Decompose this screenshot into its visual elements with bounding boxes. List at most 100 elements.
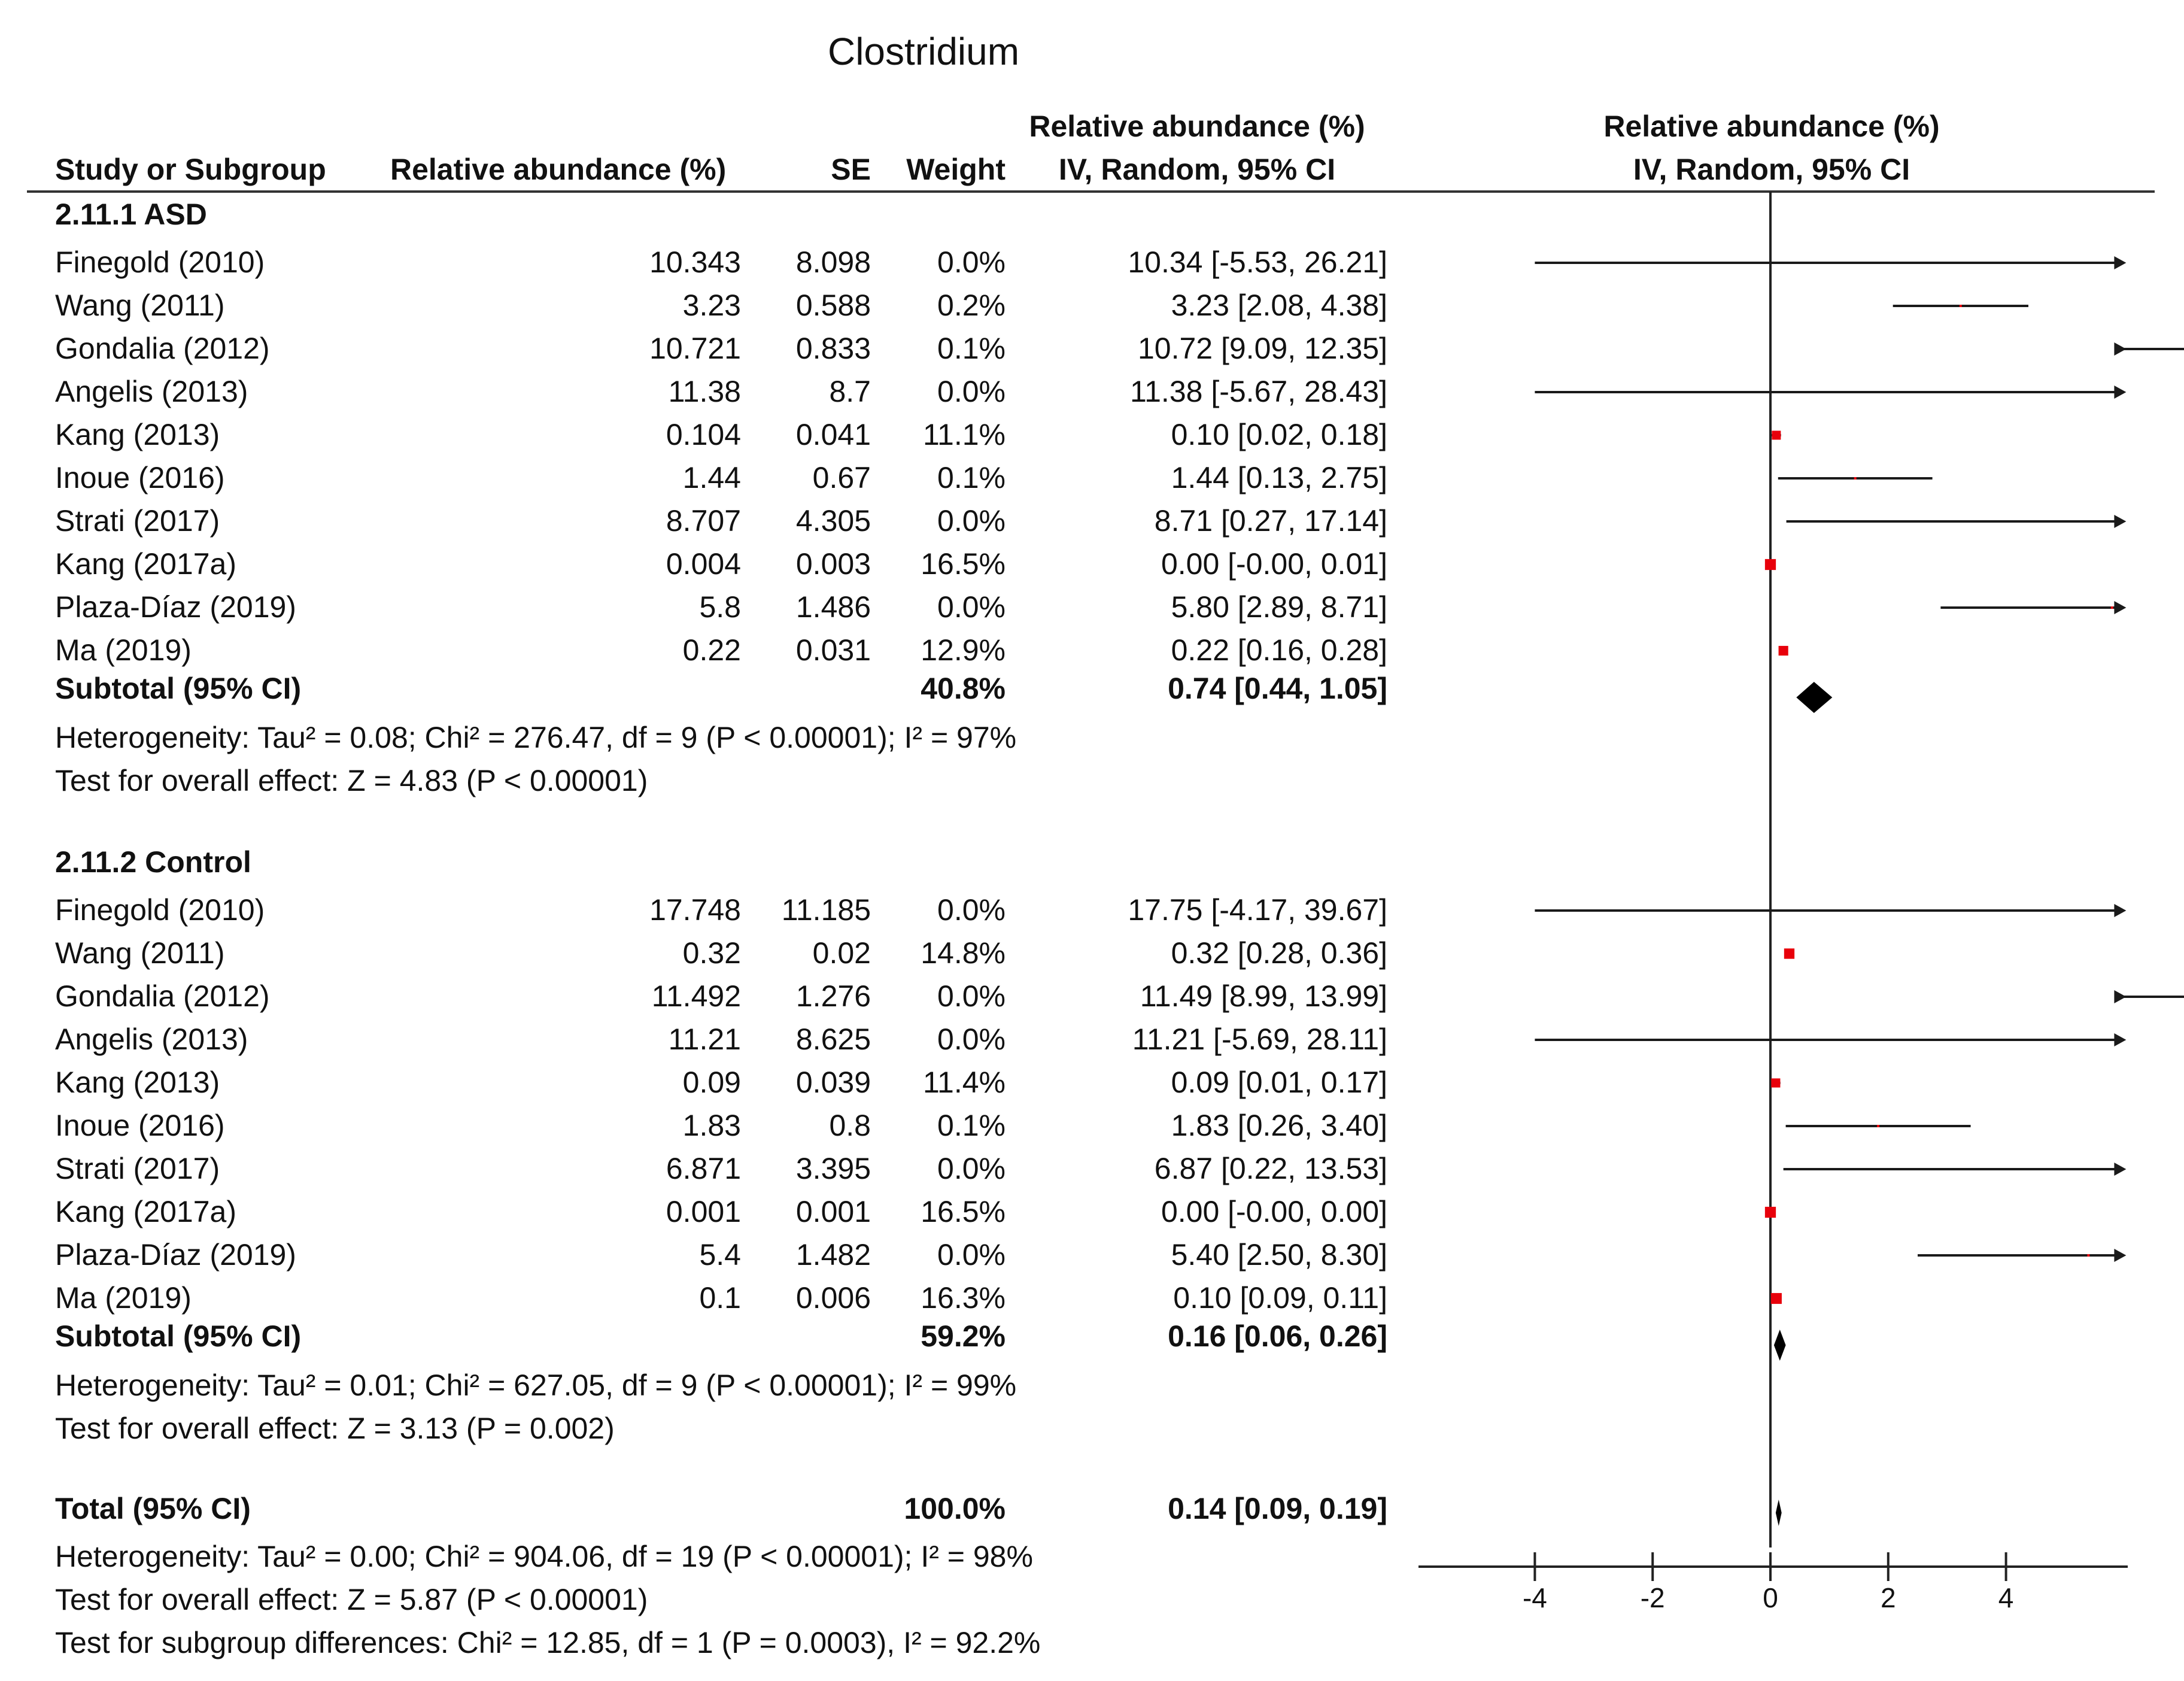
study-se: 11.185 <box>782 893 871 927</box>
study-se: 3.395 <box>796 1152 871 1185</box>
study-ci: 11.21 [-5.69, 28.11] <box>1132 1022 1387 1056</box>
study-weight: 0.1% <box>937 461 1006 494</box>
study-weight: 0.1% <box>937 332 1006 365</box>
study-mean: 11.38 <box>669 375 741 408</box>
study-mean: 17.748 <box>649 893 741 927</box>
header-weight: Weight <box>906 153 1006 186</box>
study-weight: 0.1% <box>937 1109 1006 1142</box>
effect-square <box>2110 606 2113 609</box>
study-se: 0.833 <box>796 332 871 365</box>
effect-square <box>2087 1254 2090 1257</box>
study-mean: 3.23 <box>683 289 741 322</box>
study-mean: 8.707 <box>666 504 741 538</box>
study-weight: 0.0% <box>937 1152 1006 1185</box>
study-name: Finegold (2010) <box>55 893 265 927</box>
ci-arrow-right <box>2114 386 2127 399</box>
ci-arrow-right <box>2114 1163 2127 1176</box>
study-name: Kang (2017a) <box>55 547 236 581</box>
study-weight: 11.4% <box>923 1066 1006 1099</box>
header-plot-bottom: IV, Random, 95% CI <box>1633 153 1910 186</box>
study-mean: 0.004 <box>666 547 741 581</box>
study-ci: 0.00 [-0.00, 0.01] <box>1161 547 1387 581</box>
study-name: Finegold (2010) <box>55 245 265 279</box>
subtotal-ci: 0.16 [0.06, 0.26] <box>1168 1319 1387 1353</box>
ci-arrow-right <box>2114 601 2127 614</box>
study-ci: 11.49 [8.99, 13.99] <box>1140 979 1387 1013</box>
study-se: 0.588 <box>796 289 871 322</box>
total-overall-effect-text: Test for overall effect: Z = 5.87 (P < 0… <box>55 1583 648 1616</box>
study-mean: 0.09 <box>683 1066 741 1099</box>
ci-arrow-right <box>2114 1033 2127 1046</box>
study-weight: 12.9% <box>921 633 1006 667</box>
subtotal-label: Subtotal (95% CI) <box>55 1319 301 1353</box>
study-ci: 0.10 [0.02, 0.18] <box>1171 418 1387 451</box>
study-se: 0.02 <box>813 936 871 970</box>
study-mean: 10.343 <box>649 245 741 279</box>
study-ci: 0.00 [-0.00, 0.00] <box>1161 1195 1387 1228</box>
heterogeneity-text: Heterogeneity: Tau² = 0.01; Chi² = 627.0… <box>55 1369 1016 1402</box>
effect-square <box>1854 477 1857 480</box>
study-mean: 10.721 <box>649 332 741 365</box>
study-name: Plaza-Díaz (2019) <box>55 1238 296 1272</box>
study-mean: 6.871 <box>666 1152 741 1185</box>
x-tick-label: -4 <box>1523 1582 1547 1613</box>
total-heterogeneity-text: Heterogeneity: Tau² = 0.00; Chi² = 904.0… <box>55 1540 1033 1573</box>
study-ci: 0.22 [0.16, 0.28] <box>1171 633 1387 667</box>
ci-arrow-right <box>2114 515 2127 528</box>
study-se: 0.041 <box>796 418 871 451</box>
study-mean: 0.001 <box>666 1195 741 1228</box>
ci-arrow-right <box>2114 990 2127 1003</box>
study-mean: 0.1 <box>699 1281 741 1315</box>
study-mean: 1.83 <box>683 1109 741 1142</box>
study-ci: 5.40 [2.50, 8.30] <box>1171 1238 1387 1272</box>
study-name: Inoue (2016) <box>55 461 225 494</box>
study-ci: 5.80 [2.89, 8.71] <box>1171 590 1387 624</box>
study-ci: 10.34 [-5.53, 26.21] <box>1128 245 1387 279</box>
summary-diamond <box>1773 1330 1786 1361</box>
study-ci: 11.38 [-5.67, 28.43] <box>1130 375 1387 408</box>
study-name: Kang (2017a) <box>55 1195 236 1228</box>
header-se: SE <box>831 153 871 186</box>
study-ci: 17.75 [-4.17, 39.67] <box>1128 893 1387 927</box>
effect-square <box>1771 1078 1781 1088</box>
study-name: Inoue (2016) <box>55 1109 225 1142</box>
study-ci: 0.10 [0.09, 0.11] <box>1173 1281 1387 1315</box>
study-mean: 5.8 <box>699 590 741 624</box>
study-se: 8.625 <box>796 1022 871 1056</box>
study-mean: 0.104 <box>666 418 741 451</box>
study-weight: 0.0% <box>937 979 1006 1013</box>
study-ci: 6.87 [0.22, 13.53] <box>1155 1152 1387 1185</box>
chart-title: Clostridium <box>828 30 1019 73</box>
study-weight: 0.0% <box>937 375 1006 408</box>
summary-diamond <box>1775 1500 1782 1526</box>
study-mean: 1.44 <box>683 461 741 494</box>
effect-square <box>1959 305 1962 307</box>
header-plot-top: Relative abundance (%) <box>1603 110 1939 143</box>
subtotal-ci: 0.74 [0.44, 1.05] <box>1168 672 1387 705</box>
ci-arrow-right <box>2114 1249 2127 1262</box>
header-study: Study or Subgroup <box>55 153 326 186</box>
effect-square <box>1770 1292 1782 1304</box>
header-mean: Relative abundance (%) <box>390 153 726 186</box>
study-se: 0.003 <box>796 547 871 581</box>
study-se: 8.7 <box>829 375 871 408</box>
study-weight: 0.0% <box>937 504 1006 538</box>
ci-arrow-right <box>2114 342 2127 356</box>
effect-square <box>1764 559 1776 571</box>
subgroup-differences-text: Test for subgroup differences: Chi² = 12… <box>55 1626 1040 1659</box>
subtotal-weight: 59.2% <box>921 1319 1006 1353</box>
study-mean: 5.4 <box>699 1238 741 1272</box>
subtotal-weight: 40.8% <box>921 672 1006 705</box>
total-label: Total (95% CI) <box>55 1492 251 1525</box>
overall-effect-text: Test for overall effect: Z = 4.83 (P < 0… <box>55 764 648 797</box>
study-name: Ma (2019) <box>55 633 192 667</box>
total-weight: 100.0% <box>904 1492 1006 1525</box>
study-name: Angelis (2013) <box>55 375 248 408</box>
study-mean: 0.32 <box>683 936 741 970</box>
study-mean: 11.21 <box>669 1022 741 1056</box>
x-tick-label: 0 <box>1763 1582 1778 1613</box>
study-name: Gondalia (2012) <box>55 332 270 365</box>
effect-square <box>1877 1125 1880 1127</box>
study-ci: 0.32 [0.28, 0.36] <box>1171 936 1387 970</box>
